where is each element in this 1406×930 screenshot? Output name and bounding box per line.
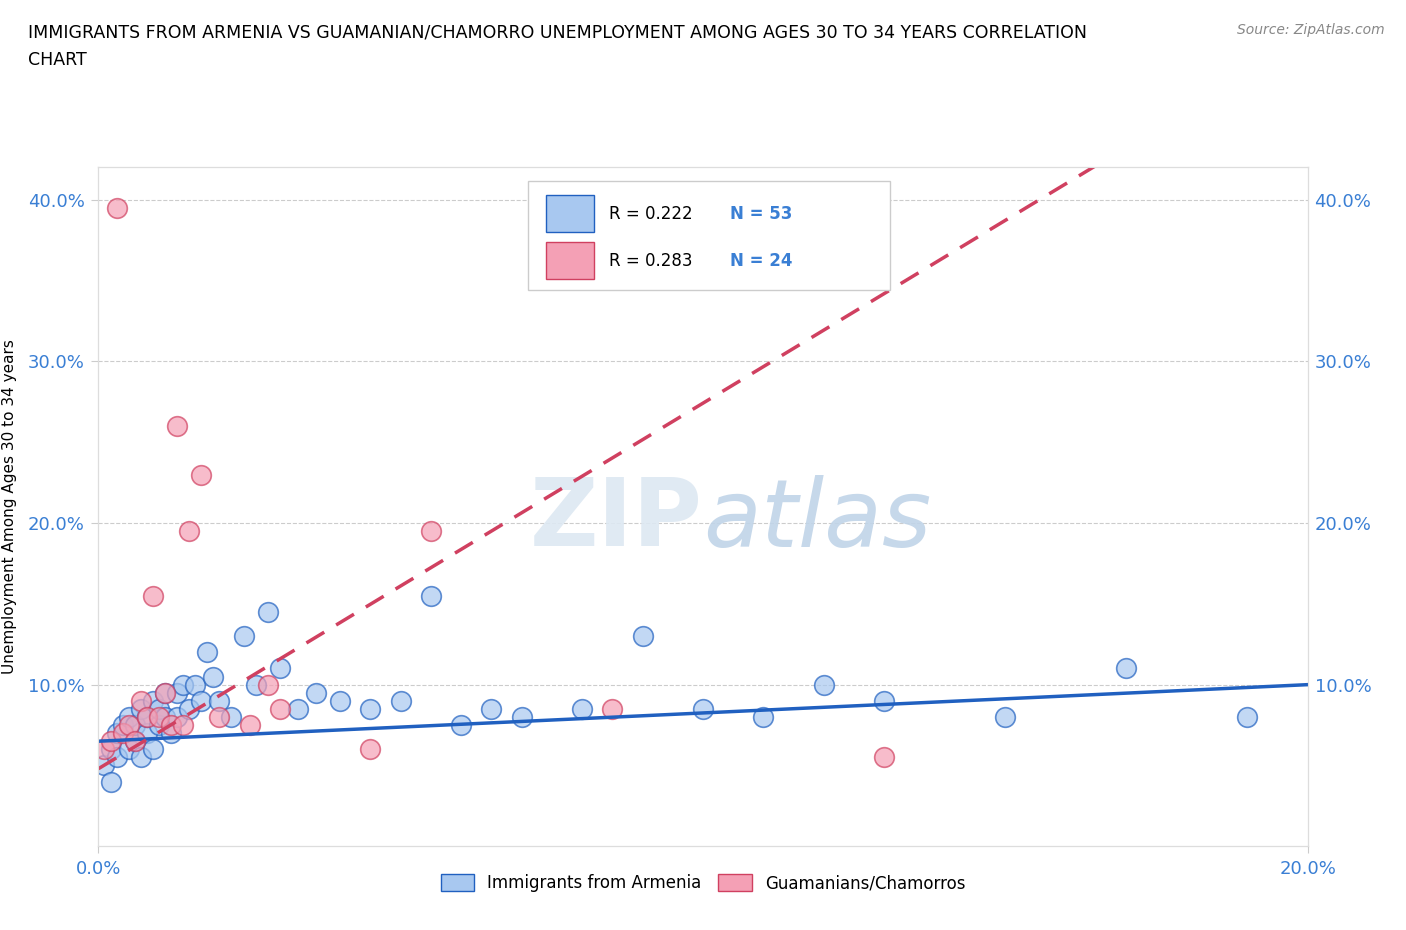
Point (124, 734, 146, 749)
Point (160, 718, 183, 733)
Point (360, 742, 382, 757)
Text: IMMIGRANTS FROM ARMENIA VS GUAMANIAN/CHAMORRO UNEMPLOYMENT AMONG AGES 30 TO 34 Y: IMMIGRANTS FROM ARMENIA VS GUAMANIAN/CHA… (28, 23, 1087, 41)
Point (100, 734, 122, 749)
Point (184, 677, 207, 692)
Text: Source: ZipAtlas.com: Source: ZipAtlas.com (1237, 23, 1385, 37)
Point (124, 734, 146, 749)
Text: N = 53: N = 53 (730, 205, 792, 222)
Point (166, 710, 188, 724)
Point (118, 710, 141, 724)
Point (994, 710, 1017, 724)
Point (631, 629, 654, 644)
Point (118, 742, 141, 757)
Point (135, 710, 157, 724)
Point (195, 644, 218, 659)
Text: ZIP: ZIP (530, 474, 703, 566)
Point (166, 685, 188, 700)
Point (239, 718, 262, 733)
Point (105, 200, 128, 215)
Point (269, 701, 291, 716)
Point (105, 725, 128, 740)
Point (135, 725, 157, 740)
Point (360, 701, 382, 716)
Point (752, 710, 775, 724)
Point (602, 701, 624, 716)
Text: CHART: CHART (28, 51, 87, 69)
FancyBboxPatch shape (527, 181, 890, 289)
Point (93, 742, 115, 757)
Point (124, 718, 146, 733)
Point (221, 710, 243, 724)
Point (179, 701, 201, 716)
Point (118, 718, 141, 733)
Point (202, 670, 225, 684)
Point (129, 694, 152, 709)
Y-axis label: Unemployment Among Ages 30 to 34 years: Unemployment Among Ages 30 to 34 years (1, 339, 17, 674)
Point (142, 589, 165, 604)
Point (148, 710, 170, 724)
Point (389, 694, 412, 709)
Bar (546, 194, 595, 232)
Point (160, 725, 183, 740)
Point (256, 604, 278, 619)
Point (111, 718, 134, 733)
Text: R = 0.222: R = 0.222 (609, 205, 692, 222)
Point (172, 718, 194, 733)
Point (111, 725, 134, 740)
Point (129, 701, 152, 716)
Point (873, 750, 896, 764)
Point (190, 467, 212, 482)
Text: N = 24: N = 24 (730, 252, 792, 270)
Point (510, 710, 533, 724)
Point (873, 694, 896, 709)
Point (245, 677, 267, 692)
Point (208, 710, 231, 724)
Point (105, 750, 128, 764)
Point (329, 694, 352, 709)
Point (692, 701, 714, 716)
Point (190, 694, 212, 709)
Point (153, 685, 176, 700)
Text: atlas: atlas (703, 475, 931, 566)
Point (153, 685, 176, 700)
Point (1236, 710, 1258, 724)
Point (148, 718, 170, 733)
Bar (546, 242, 595, 279)
Point (166, 418, 188, 433)
Point (179, 524, 201, 538)
Point (256, 677, 278, 692)
Point (420, 589, 443, 604)
Point (93, 758, 115, 773)
Text: R = 0.283: R = 0.283 (609, 252, 692, 270)
Point (142, 742, 165, 757)
Point (142, 694, 165, 709)
Point (135, 710, 157, 724)
Point (100, 774, 122, 789)
Point (450, 718, 472, 733)
Point (420, 524, 443, 538)
Point (129, 750, 152, 764)
Point (232, 629, 254, 644)
Point (148, 701, 170, 716)
Point (153, 710, 176, 724)
Point (1115, 661, 1137, 676)
Point (287, 701, 309, 716)
Point (305, 685, 328, 700)
Point (100, 742, 122, 757)
Point (571, 701, 593, 716)
Point (172, 677, 194, 692)
Legend: Immigrants from Armenia, Guamanians/Chamorros: Immigrants from Armenia, Guamanians/Cham… (434, 868, 972, 899)
Point (208, 694, 231, 709)
Point (481, 701, 503, 716)
Point (269, 661, 291, 676)
Point (813, 677, 835, 692)
